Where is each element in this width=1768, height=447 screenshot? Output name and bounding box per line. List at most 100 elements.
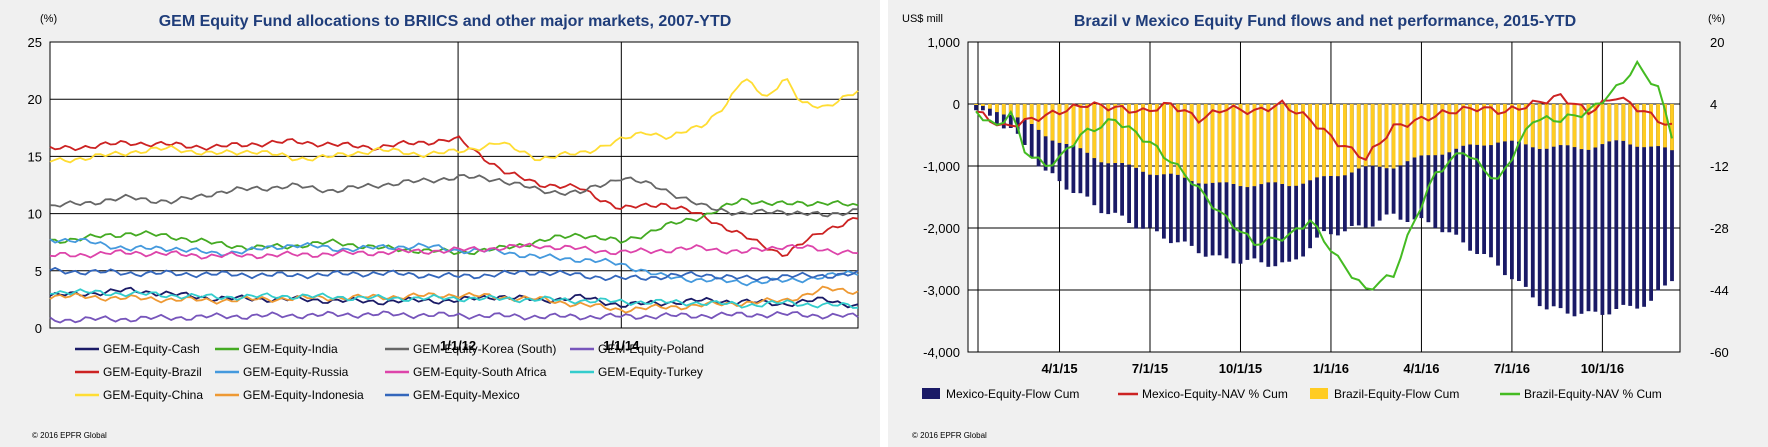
left-ytick-20: 20: [28, 92, 42, 107]
brazil-flow-bar-62: [1405, 104, 1410, 162]
mexico-flow-bar-69: [1454, 104, 1459, 235]
series-line-gem-equity-turkey: [49, 288, 859, 309]
legend-label-gem-equity-mexico: GEM-Equity-Mexico: [413, 388, 520, 402]
mexico-flow-bar-6: [1015, 104, 1020, 134]
left-y-axis: 0 5 10 15 20 25: [28, 35, 42, 336]
brazil-flow-bar-5: [1008, 104, 1013, 115]
mexico-flow-bar-68: [1447, 104, 1452, 233]
mexico-flow-bar-3: [995, 104, 999, 124]
mexico-flow-bar-86: [1572, 104, 1577, 317]
left-copyright: © 2016 EPFR Global: [32, 431, 107, 440]
series-line-gem-equity-korea-south: [49, 173, 859, 218]
series-line-gem-equity-india: [50, 197, 859, 256]
brazil-flow-bar-85: [1565, 104, 1570, 146]
mexico-flow-bar-84: [1558, 104, 1563, 309]
brazil-flow-bar-63: [1412, 104, 1417, 158]
mexico-flow-bar-73: [1482, 104, 1486, 254]
brazil-flow-bar-51: [1329, 104, 1333, 176]
brazil-flow-bar-73: [1482, 104, 1486, 146]
series-line-gem-equity-south-africa: [49, 242, 859, 260]
brazil-flow-bar-83: [1551, 104, 1556, 147]
right-xtick-10-1-16: 10/1/16: [1581, 361, 1624, 376]
brazil-flow-bar-10: [1043, 104, 1048, 137]
mexico-flow-bar-2: [988, 104, 992, 116]
legend-label-mexico-equity-flow-cum: Mexico-Equity-Flow Cum: [946, 387, 1079, 401]
brazil-flow-bar-84: [1558, 104, 1563, 146]
brazil-flow-bar-64: [1419, 104, 1424, 156]
brazil-flow-bar-2: [988, 104, 992, 109]
mexico-flow-bar-90: [1600, 104, 1605, 315]
mexico-flow-bar-0: [974, 104, 978, 111]
brazil-flow-bar-68: [1447, 104, 1452, 153]
brazil-flow-bar-18: [1099, 104, 1104, 163]
left-xtick-1-1-14: 1/1/14: [603, 338, 640, 353]
right-chart-right-unit: (%): [1708, 13, 1725, 25]
brazil-flow-bar-100: [1670, 104, 1674, 151]
brazil-flow-bar-93: [1621, 104, 1626, 141]
brazil-flow-bar-37: [1231, 104, 1236, 184]
brazil-flow-bar-52: [1336, 104, 1340, 177]
right-chart-panel: Brazil v Mexico Equity Fund flows and ne…: [888, 0, 1768, 447]
brazil-flow-bar-41: [1259, 104, 1264, 185]
mexico-flow-bar-5: [1008, 104, 1013, 128]
legend-label-mexico-equity-nav-cum: Mexico-Equity-NAV % Cum: [1142, 387, 1288, 401]
brazil-flow-bar-90: [1600, 104, 1605, 145]
brazil-flow-bar-92: [1614, 104, 1619, 141]
mexico-flow-bar-89: [1593, 104, 1598, 312]
mexico-flow-bar-67: [1440, 104, 1445, 233]
brazil-flow-bar-71: [1468, 104, 1472, 145]
brazil-flow-bar-23: [1134, 104, 1138, 168]
brazil-flow-bar-69: [1454, 104, 1459, 149]
brazil-flow-bar-60: [1391, 104, 1396, 169]
brazil-flow-bar-65: [1426, 104, 1431, 156]
left-x-axis: 1/1/12 1/1/14: [440, 338, 640, 353]
mexico-flow-bar-72: [1475, 104, 1479, 254]
brazil-flow-bar-98: [1656, 104, 1660, 147]
brazil-flow-bar-9: [1036, 104, 1041, 130]
panel-divider: [880, 0, 888, 447]
mexico-flow-bar-9: [1036, 104, 1041, 167]
legend-label-gem-equity-cash: GEM-Equity-Cash: [103, 342, 200, 356]
series-line-brazil-equity-nav-cum: [975, 59, 1673, 291]
legend-label-gem-equity-brazil: GEM-Equity-Brazil: [103, 365, 202, 379]
brazil-flow-bar-95: [1635, 104, 1640, 147]
brazil-flow-bar-48: [1308, 104, 1312, 181]
brazil-flow-bar-96: [1642, 104, 1646, 148]
brazil-flow-bar-13: [1064, 104, 1069, 144]
mexico-flow-bar-100: [1670, 104, 1674, 282]
brazil-flow-bar-24: [1141, 104, 1145, 172]
mexico-flow-bar-8: [1029, 104, 1034, 158]
mexico-flow-bar-99: [1663, 104, 1667, 286]
brazil-flow-bar-80: [1530, 104, 1535, 148]
right-y-axis-left: -4,000 -3,000 -2,000 -1,000 0 1,000: [923, 35, 960, 360]
brazil-flow-bar-88: [1586, 104, 1591, 150]
legend-label-brazil-equity-flow-cum: Brazil-Equity-Flow Cum: [1334, 387, 1459, 401]
mexico-flow-bar-88: [1586, 104, 1591, 312]
brazil-flow-bar-39: [1245, 104, 1250, 188]
brazil-flow-bar-58: [1377, 104, 1382, 167]
right-y-axis-right: -60 -44 -28 -12 4 20: [1710, 35, 1729, 360]
right-y2tick--28: -28: [1710, 221, 1729, 236]
brazil-flow-bar-94: [1628, 104, 1633, 145]
mexico-flow-bar-95: [1635, 104, 1640, 309]
mexico-flow-bar-91: [1607, 104, 1612, 315]
right-y2tick-20: 20: [1710, 35, 1724, 50]
brazil-flow-bar-79: [1523, 104, 1528, 145]
brazil-flow-bar-44: [1280, 104, 1285, 184]
left-ytick-5: 5: [35, 264, 42, 279]
brazil-flow-bar-45: [1287, 104, 1292, 187]
brazil-flow-bar-4: [1001, 104, 1006, 115]
mexico-flow-bar-71: [1468, 104, 1472, 251]
brazil-flow-bar-6: [1015, 104, 1020, 118]
right-xtick-1-1-16: 1/1/16: [1313, 361, 1349, 376]
mexico-flow-bar-76: [1503, 104, 1507, 276]
right-ytick--3000: -3,000: [923, 283, 960, 298]
series-line-gem-equity-brazil: [49, 135, 859, 257]
brazil-flow-bar-97: [1649, 104, 1653, 147]
left-gridlines: [50, 41, 858, 329]
mexico-flow-bar-7: [1022, 104, 1027, 145]
mexico-flow-bar-1: [981, 104, 985, 111]
left-ytick-10: 10: [28, 207, 42, 222]
right-y2tick--60: -60: [1710, 345, 1729, 360]
legend-label-gem-equity-south-africa: GEM-Equity-South Africa: [413, 365, 547, 379]
